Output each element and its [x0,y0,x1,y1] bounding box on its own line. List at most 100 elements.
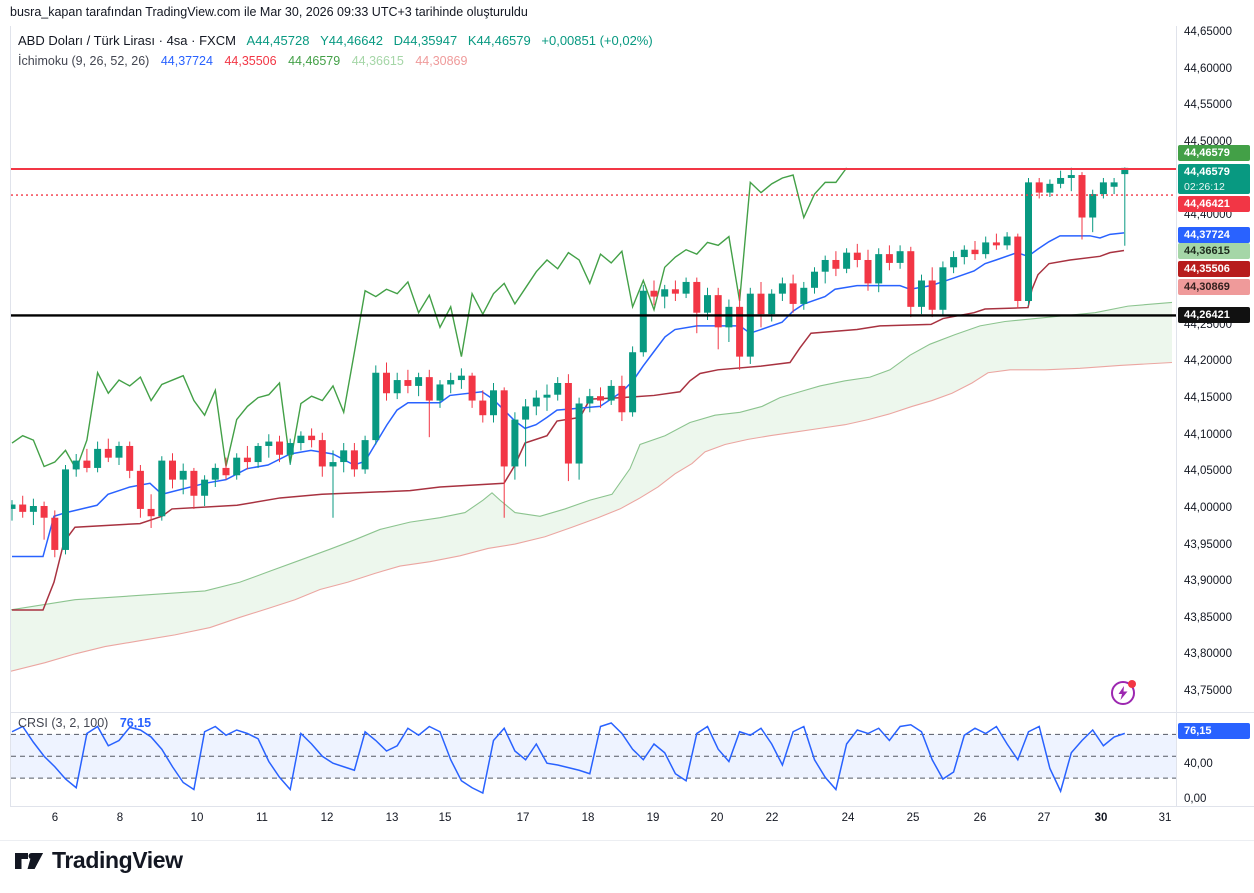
price-tick: 43,85000 [1184,611,1232,624]
candle-body [94,448,102,468]
candle-body [340,450,348,463]
crsi-value: 76,15 [119,716,152,730]
high-value: Y44,46642 [320,33,383,48]
lagging-value: 44,46579 [288,54,341,68]
ichimoku-legend[interactable]: İchimoku (9, 26, 52, 26) 44,37724 44,355… [18,54,467,68]
candle-body [789,283,797,304]
candle-body [757,293,765,315]
candle-body [725,306,733,328]
candle-body [361,440,369,470]
candle-body [1110,182,1118,187]
price-tick: 44,00000 [1184,501,1232,514]
candle-body [522,406,530,420]
candle-body [607,385,615,401]
time-tick: 24 [841,812,855,824]
crsi-pane[interactable] [11,722,1176,795]
time-axis-border [10,806,1254,807]
price-label: 44,37724 [1178,227,1250,243]
price-label: 44,46421 [1178,196,1250,212]
time-tick: 19 [646,812,660,824]
symbol-legend[interactable]: ABD Doları / Türk Lirası · 4sa · FXCM A4… [18,33,653,48]
ichimoku-cloud [11,302,1172,672]
candle-body [83,460,91,468]
candle-body [126,445,134,471]
candle-body [629,352,637,413]
candle-body [864,259,872,284]
current-price-label: 44,46579 02:26:12 [1178,163,1250,194]
price-pane[interactable] [9,167,1173,672]
candle-body [500,390,508,467]
candle-body [318,440,326,467]
symbol-title: ABD Doları / Türk Lirası · 4sa · FXCM [18,33,236,48]
candle-body [393,380,401,394]
price-label: 44,26421 [1178,307,1250,323]
candle-body [661,289,669,297]
pane-divider[interactable] [10,712,1254,713]
candle-body [586,396,594,404]
candle-body [265,441,273,446]
widget-bottom-border [0,840,1254,841]
candle-body [682,281,690,294]
candle-body [1025,182,1032,301]
senkou-a-value: 44,36615 [351,54,404,68]
candle-body [1046,183,1054,193]
price-tick: 44,20000 [1184,355,1232,368]
change-value: +0,00851 (+0,02%) [541,33,653,48]
tenkan-line [12,232,1125,558]
candle-body [158,460,166,517]
time-tick: 15 [438,812,452,824]
price-tick: 44,55000 [1184,99,1232,112]
candle-body [404,380,412,386]
price-tick: 44,50000 [1184,135,1232,148]
candle-body [971,249,979,255]
candle-body [383,372,390,394]
crsi-line [11,722,1126,795]
tradingview-logo[interactable]: TradingView [14,847,183,874]
time-tick: 11 [256,812,268,824]
candle-body [190,470,198,496]
candle-body [939,267,947,310]
time-tick: 31 [1158,812,1172,824]
candle-body [671,289,679,294]
candle-body [104,448,112,458]
candle-body [29,506,37,512]
candle-body [297,435,305,444]
candle-body [169,460,176,480]
price-tick: 43,80000 [1184,648,1232,661]
candle-body [62,469,69,550]
time-tick: 13 [385,812,399,824]
candle-body [254,445,262,463]
candle-body [843,252,851,269]
candle-body [575,403,583,464]
candle-body [746,293,754,357]
candle-body [982,242,990,255]
candle-body [1014,236,1022,301]
flash-icon[interactable] [1111,680,1136,705]
candle-body [286,443,294,455]
candle-body [1099,182,1107,195]
time-tick: 25 [906,812,920,824]
lightning-bolt-icon [1118,686,1128,700]
candle-body [896,251,904,263]
crsi-legend[interactable]: CRSI (3, 2, 100) 76,15 [18,716,151,730]
price-tick: 43,90000 [1184,575,1232,588]
candle-body [425,377,433,401]
candle-body [714,295,722,328]
time-tick: 17 [516,812,530,824]
pane-left-border [10,26,11,806]
time-tick: 26 [973,812,987,824]
candle-body [693,281,701,313]
price-tick: 44,15000 [1184,392,1232,405]
ichimoku-name: İchimoku (9, 26, 52, 26) [18,54,150,68]
candle-body [918,280,925,307]
candle-body [1067,175,1075,178]
candle-body [233,457,241,476]
candle-body [1003,236,1011,246]
time-tick: 10 [190,812,204,824]
candle-body [511,419,519,467]
candle-body [147,508,155,517]
crsi-tick: 40,00 [1184,758,1213,770]
candle-body [179,470,187,480]
